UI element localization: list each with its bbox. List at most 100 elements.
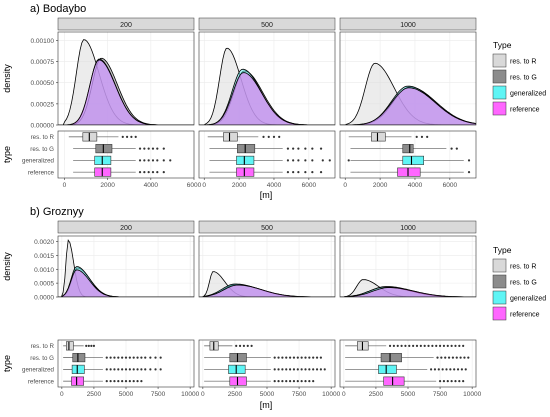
outlier-point	[446, 380, 449, 383]
legend-swatch	[492, 53, 507, 68]
outlier-point	[442, 380, 446, 383]
boxplot-reference	[209, 167, 323, 177]
outlier-point	[467, 356, 470, 359]
outlier-point	[444, 356, 447, 359]
box	[72, 353, 86, 363]
x-tick-label: 0	[342, 391, 346, 398]
x-tick-label: 0	[202, 182, 206, 189]
outlier-point	[109, 356, 112, 359]
box-category-label: reference	[28, 378, 55, 385]
outlier-point	[311, 171, 314, 174]
y-tick-label: 0.00025	[31, 101, 55, 108]
density-axis-label: density	[2, 252, 12, 281]
outlier-point	[463, 356, 466, 359]
y-tick-label: 0.0020	[34, 239, 54, 246]
outlier-point	[308, 356, 311, 359]
outlier-point	[156, 147, 159, 150]
x-tick-label: 2500	[369, 391, 384, 398]
facet-strip	[339, 220, 477, 234]
boxplot-reference	[350, 167, 471, 177]
box-category-label: generalized	[22, 367, 55, 374]
outlier-point	[304, 356, 307, 359]
boxplot-res-to-r	[207, 132, 281, 142]
facet-1000: 10000 2500 5000 7500 10000	[339, 220, 482, 398]
outlier-point	[286, 159, 290, 162]
outlier-point	[288, 368, 292, 371]
outlier-point	[162, 171, 165, 174]
x-tick-label: 5000	[260, 391, 275, 398]
boxplot-generalized	[73, 155, 172, 165]
outlier-point	[121, 135, 124, 138]
outlier-point	[450, 147, 453, 150]
outlier-point	[138, 171, 142, 174]
density-curves	[199, 271, 335, 297]
outlier-point	[273, 356, 276, 359]
box	[71, 364, 85, 374]
box	[378, 364, 397, 374]
x-tick-label: 7500	[292, 391, 307, 398]
density-curves	[58, 239, 194, 297]
outlier-point	[437, 368, 440, 371]
outlier-point	[124, 356, 128, 359]
outlier-point	[454, 380, 457, 383]
outlier-point	[292, 368, 296, 371]
outlier-point	[460, 368, 463, 371]
box-panel-border	[339, 130, 477, 179]
outlier-point	[117, 356, 120, 359]
outlier-point	[124, 380, 128, 383]
outlier-point	[144, 368, 147, 371]
box-category-label: res. to G	[30, 146, 54, 153]
outlier-point	[319, 171, 323, 174]
box	[71, 376, 84, 386]
boxplot-res-to-r	[345, 341, 465, 351]
facet-strip	[339, 17, 477, 31]
outlier-point	[138, 159, 142, 162]
facet-strip	[198, 17, 336, 31]
outlier-point	[451, 356, 455, 359]
density-panel-border	[339, 235, 477, 298]
facet-strip-label: 200	[120, 22, 132, 29]
x-tick-label: 2000	[100, 182, 115, 189]
boxplot-res-to-r	[348, 132, 429, 142]
outlier-point	[113, 368, 116, 371]
outlier-point	[459, 356, 462, 359]
legend-label: res. to G	[510, 75, 537, 82]
y-tick-label: 0.0005	[34, 281, 54, 288]
outlier-point	[169, 159, 172, 162]
density-curve-reference	[199, 72, 335, 125]
outlier-point	[311, 159, 314, 162]
box	[223, 132, 238, 142]
outlier-point	[134, 135, 137, 138]
outlier-point	[149, 368, 152, 371]
outlier-point	[453, 368, 456, 371]
facet-strip-label: 1000	[400, 225, 416, 232]
outlier-point	[445, 368, 448, 371]
outlier-point	[154, 368, 157, 371]
outlier-point	[400, 344, 403, 347]
outlier-point	[300, 356, 303, 359]
outlier-point	[105, 380, 108, 383]
box-category-label: res. to R	[31, 343, 55, 350]
box-category-label: reference	[28, 169, 55, 176]
legend-swatch	[492, 306, 507, 321]
outlier-point	[467, 159, 471, 162]
boxplot-generalized	[347, 155, 471, 165]
x-tick-label: 4000	[144, 182, 159, 189]
outlier-point	[117, 380, 120, 383]
outlier-point	[162, 147, 165, 150]
outlier-point	[456, 368, 460, 371]
outlier-point	[109, 368, 112, 371]
box-axis-label: type	[2, 355, 12, 372]
legend-swatch	[492, 101, 507, 116]
x-tick-label: 0	[343, 182, 347, 189]
x-tick-label: 5000	[401, 391, 416, 398]
outlier-point	[128, 380, 131, 383]
boxplot-res-to-r	[63, 341, 96, 351]
boxplot-res-to-g	[63, 353, 162, 363]
outlier-point	[277, 356, 280, 359]
outlier-point	[304, 368, 307, 371]
outlier-point	[296, 356, 299, 359]
outlier-point	[308, 368, 311, 371]
outlier-point	[125, 135, 129, 138]
